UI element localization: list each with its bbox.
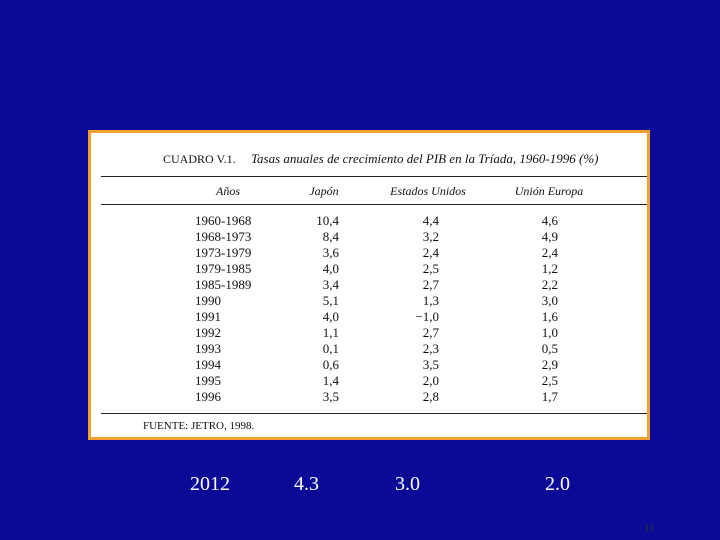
extra-value: 2.0 (545, 473, 570, 495)
rule (101, 176, 647, 177)
row-period: 1985-1989 (195, 277, 252, 292)
cell: 10,4 (316, 213, 339, 228)
cell: −1,0 (415, 309, 439, 324)
row-period: 1996 (195, 389, 221, 404)
cell: 1,6 (541, 309, 558, 324)
cell: 2,0 (422, 373, 439, 388)
row-period: 1993 (195, 341, 221, 356)
rule (101, 204, 647, 205)
cell: 2,9 (541, 357, 558, 372)
cell: 2,5 (422, 261, 439, 276)
extra-year: 2012 (190, 473, 230, 495)
table-title: Tasas anuales de crecimiento del PIB en … (251, 151, 599, 166)
row-period: 1960-1968 (195, 213, 252, 228)
cell: 1,7 (541, 389, 558, 404)
row-period: 1990 (195, 293, 221, 308)
column-header: Estados Unidos (390, 184, 466, 198)
rule (101, 413, 647, 414)
cell: 3,4 (322, 277, 339, 292)
row-period: 1973-1979 (195, 245, 252, 260)
cell: 2,8 (422, 389, 439, 404)
column-header: Años (216, 184, 240, 198)
extra-value: 4.3 (294, 473, 319, 495)
cell: 2,2 (541, 277, 558, 292)
row-period: 1979-1985 (195, 261, 252, 276)
cell: 1,1 (322, 325, 339, 340)
cell: 0,6 (322, 357, 339, 372)
column-header: Unión Europa (514, 184, 584, 198)
cell: 2,4 (422, 245, 439, 260)
cell: 1,3 (422, 293, 439, 308)
cell: 3,5 (422, 357, 439, 372)
cell: 3,6 (322, 245, 339, 260)
cell: 1,0 (541, 325, 558, 340)
cell: 1,4 (322, 373, 339, 388)
row-period: 1995 (195, 373, 221, 388)
cell: 2,7 (422, 277, 439, 292)
cell: 3,5 (322, 389, 339, 404)
table-label: CUADRO V.1. (163, 152, 236, 166)
cell: 2,5 (541, 373, 558, 388)
cell: 2,4 (541, 245, 558, 260)
cell: 2,3 (422, 341, 439, 356)
row-period: 1992 (195, 325, 221, 340)
column-header: Japón (309, 184, 339, 198)
page-number: 11 (644, 522, 655, 534)
cell: 3,0 (541, 293, 558, 308)
cell: 1,2 (541, 261, 558, 276)
cell: 0,5 (541, 341, 558, 356)
cell: 2,7 (422, 325, 439, 340)
cell: 0,1 (322, 341, 339, 356)
cell: 4,9 (541, 229, 558, 244)
table-image: CUADRO V.1. Tasas anuales de crecimiento… (88, 130, 650, 440)
cell: 3,2 (422, 229, 439, 244)
cell: 4,4 (422, 213, 439, 228)
cell: 4,0 (322, 261, 339, 276)
cell: 4,6 (541, 213, 558, 228)
cell: 5,1 (322, 293, 339, 308)
row-period: 1994 (195, 357, 221, 372)
source: FUENTE: JETRO, 1998. (143, 420, 255, 432)
extra-value: 3.0 (395, 473, 420, 495)
cell: 4,0 (322, 309, 339, 324)
cell: 8,4 (322, 229, 339, 244)
row-period: 1968-1973 (195, 229, 252, 244)
row-period: 1991 (195, 309, 221, 324)
